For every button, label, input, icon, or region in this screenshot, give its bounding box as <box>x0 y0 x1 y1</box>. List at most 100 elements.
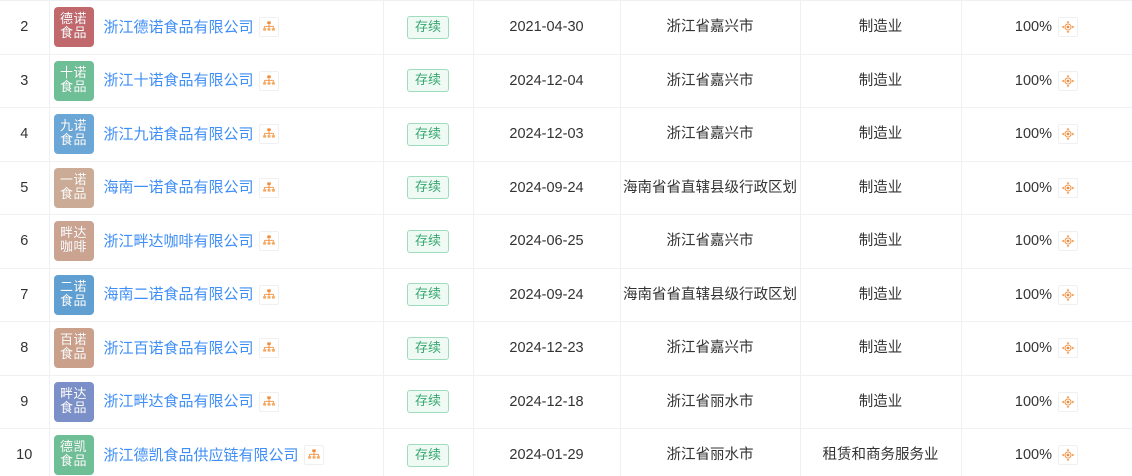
cell-index: 3 <box>0 54 50 108</box>
cell-index: 8 <box>0 321 50 376</box>
cell-date: 2024-12-03 <box>473 107 621 162</box>
relation-graph-icon[interactable] <box>1058 124 1078 145</box>
table-row[interactable]: 7 二诺 食品 海南二诺食品有限公司 <box>0 268 1132 322</box>
cell-ratio: 100% <box>961 321 1132 376</box>
cell-status: 存续 <box>383 214 474 269</box>
company-logo-line2: 食品 <box>59 186 87 202</box>
industry-text: 制造业 <box>858 72 903 89</box>
table-row[interactable]: 10 德凯 食品 浙江德凯食品供应链有限公司 <box>0 428 1132 476</box>
company-name-link[interactable]: 海南二诺食品有限公司 <box>103 286 254 304</box>
cell-index: 2 <box>0 0 50 55</box>
table-row[interactable]: 8 百诺 食品 浙江百诺食品有限公司 <box>0 321 1132 376</box>
org-chart-icon[interactable] <box>303 445 324 466</box>
company-logo: 十诺 食品 <box>53 60 94 101</box>
cell-company: 畔达 食品 浙江畔达食品有限公司 <box>49 375 384 429</box>
established-date: 2024-12-03 <box>509 126 584 143</box>
company-name-link[interactable]: 浙江畔达咖啡有限公司 <box>103 232 254 250</box>
company-logo: 德诺 食品 <box>53 7 94 48</box>
org-chart-icon[interactable] <box>258 70 279 91</box>
company-logo-line1: 九诺 <box>59 119 87 135</box>
table-row[interactable]: 5 一诺 食品 海南一诺食品有限公司 <box>0 161 1132 215</box>
region-text: 浙江省嘉兴市 <box>666 340 754 357</box>
company-cell-inner: 百诺 食品 浙江百诺食品有限公司 <box>50 328 383 369</box>
org-chart-icon[interactable] <box>258 284 279 305</box>
relation-graph-icon[interactable] <box>1058 391 1078 412</box>
company-logo-line2: 食品 <box>59 400 87 416</box>
status-badge: 存续 <box>406 443 449 467</box>
company-cell-inner: 九诺 食品 浙江九诺食品有限公司 <box>50 114 383 155</box>
industry-text: 制造业 <box>858 233 903 250</box>
ownership-ratio: 100% <box>1014 19 1052 35</box>
relation-graph-icon[interactable] <box>1058 284 1078 305</box>
cell-region: 浙江省嘉兴市 <box>620 107 801 162</box>
relation-graph-icon[interactable] <box>1058 177 1078 198</box>
org-chart-icon[interactable] <box>258 124 279 145</box>
relation-graph-icon[interactable] <box>1058 231 1078 252</box>
cell-company: 二诺 食品 海南二诺食品有限公司 <box>49 268 384 322</box>
cell-region: 海南省省直辖县级行政区划 <box>620 161 801 215</box>
table-row[interactable]: 3 十诺 食品 浙江十诺食品有限公司 <box>0 54 1132 108</box>
cell-ratio: 100% <box>961 428 1132 476</box>
row-index: 4 <box>20 126 29 143</box>
cell-company: 十诺 食品 浙江十诺食品有限公司 <box>49 54 384 108</box>
company-logo: 九诺 食品 <box>53 114 94 155</box>
cell-ratio: 100% <box>961 214 1132 269</box>
ratio-cell-inner: 100% <box>962 231 1132 252</box>
industry-text: 制造业 <box>858 179 903 196</box>
ownership-ratio: 100% <box>1014 72 1052 89</box>
cell-index: 5 <box>0 161 50 215</box>
row-index: 3 <box>20 72 29 89</box>
company-name-link[interactable]: 浙江德凯食品供应链有限公司 <box>103 446 299 464</box>
table-row[interactable]: 9 畔达 食品 浙江畔达食品有限公司 <box>0 375 1132 429</box>
org-chart-icon[interactable] <box>258 338 279 359</box>
table-row[interactable]: 4 九诺 食品 浙江九诺食品有限公司 <box>0 107 1132 162</box>
row-index: 7 <box>20 286 29 303</box>
cell-industry: 制造业 <box>800 54 962 108</box>
company-name-link[interactable]: 浙江十诺食品有限公司 <box>103 72 254 90</box>
company-name-link[interactable]: 浙江畔达食品有限公司 <box>103 393 254 411</box>
company-name-link[interactable]: 浙江九诺食品有限公司 <box>103 125 254 143</box>
company-name-link[interactable]: 浙江德诺食品有限公司 <box>103 18 254 36</box>
cell-date: 2024-01-29 <box>473 428 621 476</box>
region-text: 海南省省直辖县级行政区划 <box>623 286 797 303</box>
company-name-link[interactable]: 海南一诺食品有限公司 <box>103 179 254 197</box>
org-chart-icon[interactable] <box>258 231 279 252</box>
company-logo-line1: 德凯 <box>59 440 87 456</box>
ratio-cell-inner: 100% <box>962 124 1132 145</box>
company-logo: 畔达 食品 <box>53 381 94 422</box>
status-badge: 存续 <box>406 122 449 146</box>
company-cell-inner: 德凯 食品 浙江德凯食品供应链有限公司 <box>50 435 383 476</box>
cell-company: 九诺 食品 浙江九诺食品有限公司 <box>49 107 384 162</box>
row-index: 8 <box>20 340 29 357</box>
cell-date: 2024-12-04 <box>473 54 621 108</box>
cell-region: 海南省省直辖县级行政区划 <box>620 268 801 322</box>
industry-text: 制造业 <box>858 126 903 143</box>
cell-ratio: 100% <box>961 0 1132 55</box>
region-text: 浙江省丽水市 <box>666 393 754 410</box>
cell-industry: 制造业 <box>800 161 962 215</box>
company-name-link[interactable]: 浙江百诺食品有限公司 <box>103 339 254 357</box>
table-row[interactable]: 6 畔达 咖啡 浙江畔达咖啡有限公司 <box>0 214 1132 269</box>
relation-graph-icon[interactable] <box>1058 70 1078 91</box>
established-date: 2024-12-18 <box>509 393 584 410</box>
industry-text: 制造业 <box>858 19 903 36</box>
org-chart-icon[interactable] <box>258 391 279 412</box>
org-chart-icon[interactable] <box>258 17 279 38</box>
company-logo-line1: 百诺 <box>59 333 87 349</box>
cell-index: 4 <box>0 107 50 162</box>
relation-graph-icon[interactable] <box>1058 338 1078 359</box>
company-logo-line2: 食品 <box>59 454 87 470</box>
ratio-cell-inner: 100% <box>962 70 1132 91</box>
relation-graph-icon[interactable] <box>1058 17 1078 38</box>
relation-graph-icon[interactable] <box>1058 445 1078 466</box>
established-date: 2024-01-29 <box>509 447 584 464</box>
org-chart-icon[interactable] <box>258 177 279 198</box>
cell-company: 德诺 食品 浙江德诺食品有限公司 <box>49 0 384 55</box>
ownership-ratio: 100% <box>1014 393 1052 410</box>
region-text: 浙江省嘉兴市 <box>666 233 754 250</box>
region-text: 海南省省直辖县级行政区划 <box>623 179 797 196</box>
company-logo-line1: 十诺 <box>59 65 87 81</box>
table-row[interactable]: 2 德诺 食品 浙江德诺食品有限公司 <box>0 0 1132 55</box>
cell-status: 存续 <box>383 54 474 108</box>
